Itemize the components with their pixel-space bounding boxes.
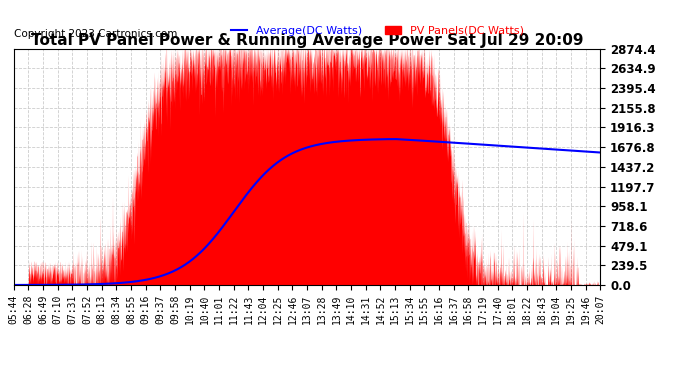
- Legend: Average(DC Watts), PV Panels(DC Watts): Average(DC Watts), PV Panels(DC Watts): [226, 21, 529, 40]
- Title: Total PV Panel Power & Running Average Power Sat Jul 29 20:09: Total PV Panel Power & Running Average P…: [31, 33, 583, 48]
- Text: Copyright 2023 Cartronics.com: Copyright 2023 Cartronics.com: [14, 29, 177, 39]
